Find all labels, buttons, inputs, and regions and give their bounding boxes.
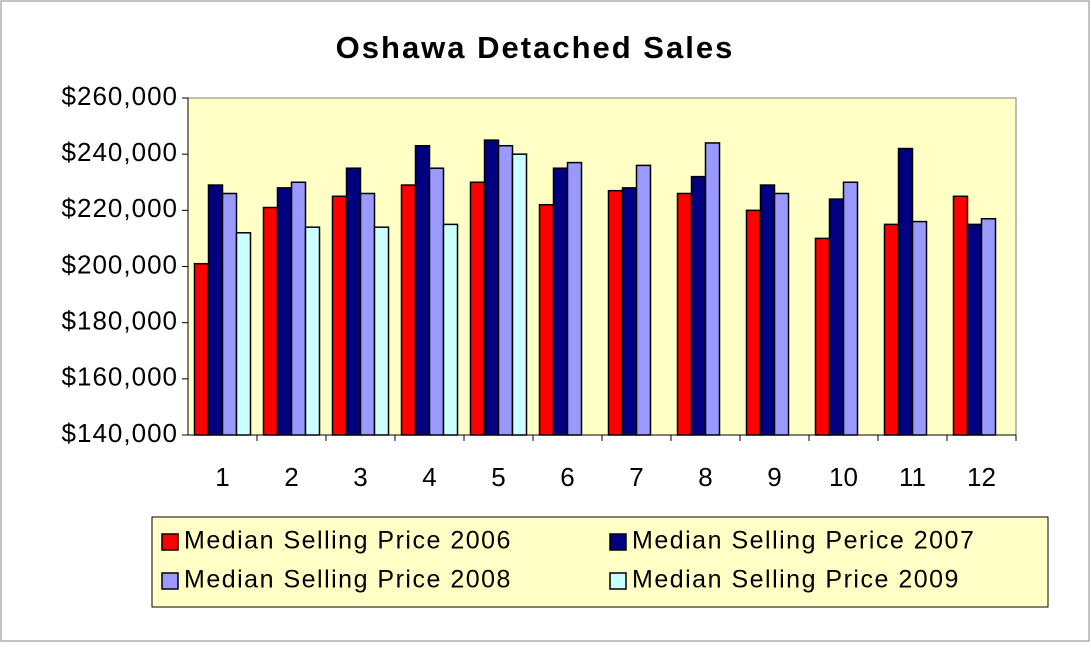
bar	[607, 189, 624, 436]
bar	[814, 237, 831, 436]
bar	[469, 181, 486, 436]
x-tick-label: 3	[353, 462, 367, 492]
bar	[331, 195, 348, 436]
y-tick-label: $160,000	[62, 362, 178, 392]
y-tick-label: $260,000	[62, 81, 178, 111]
plot-area	[187, 97, 1017, 436]
legend-swatch	[161, 533, 179, 551]
bar	[262, 206, 279, 436]
y-tick-label: $180,000	[62, 306, 178, 336]
bar	[635, 164, 652, 436]
bar	[373, 226, 390, 436]
bar	[497, 144, 514, 436]
x-tick-label: 4	[422, 462, 436, 492]
x-tick-label: 6	[560, 462, 574, 492]
legend-label: Median Selling Price 2006	[184, 527, 512, 555]
legend-swatch	[609, 572, 627, 590]
bar	[566, 161, 583, 436]
bar	[690, 175, 707, 436]
bar	[773, 192, 790, 436]
bar	[911, 220, 928, 436]
bar	[745, 209, 762, 436]
bar	[193, 262, 210, 436]
legend-swatch	[609, 533, 627, 551]
x-tick-label: 12	[967, 462, 996, 492]
bar	[414, 144, 431, 436]
bar	[980, 218, 997, 436]
bar	[842, 181, 859, 436]
bar	[897, 147, 914, 436]
bar	[966, 223, 983, 436]
bar	[442, 223, 459, 436]
bar	[290, 181, 307, 436]
x-tick-label: 11	[899, 462, 926, 492]
chart-title: Oshawa Detached Sales	[336, 30, 735, 65]
bar	[952, 195, 969, 436]
y-tick-label: $220,000	[62, 193, 178, 223]
bar	[304, 226, 321, 436]
bar	[207, 184, 224, 436]
bar	[759, 184, 776, 436]
bar	[483, 139, 500, 436]
legend-label: Median Selling Price 2008	[184, 566, 512, 594]
bar	[428, 167, 445, 436]
bar	[235, 232, 252, 436]
bar	[621, 187, 638, 436]
legend-box	[151, 516, 1049, 608]
legend-label: Median Selling Price 2009	[632, 566, 960, 594]
x-tick-label: 7	[629, 462, 643, 492]
bar	[511, 153, 528, 436]
x-tick-label: 1	[215, 462, 229, 492]
x-tick-label: 10	[829, 462, 858, 492]
legend-label: Median Selling Perice 2007	[632, 527, 975, 555]
bar	[538, 203, 555, 436]
bar	[276, 187, 293, 436]
bar	[828, 198, 845, 436]
bar	[400, 184, 417, 436]
y-tick-label: $200,000	[62, 249, 178, 279]
x-tick-label: 8	[698, 462, 712, 492]
bar	[359, 192, 376, 436]
x-tick-label: 5	[491, 462, 505, 492]
bar	[704, 142, 721, 436]
bar	[552, 167, 569, 436]
y-tick-label: $240,000	[62, 137, 178, 167]
bar	[221, 192, 238, 436]
bar	[345, 167, 362, 436]
x-tick-label: 9	[767, 462, 781, 492]
bar	[883, 223, 900, 436]
bar	[676, 192, 693, 436]
x-tick-label: 2	[284, 462, 298, 492]
y-tick-label: $140,000	[62, 418, 178, 448]
legend-swatch	[161, 572, 179, 590]
